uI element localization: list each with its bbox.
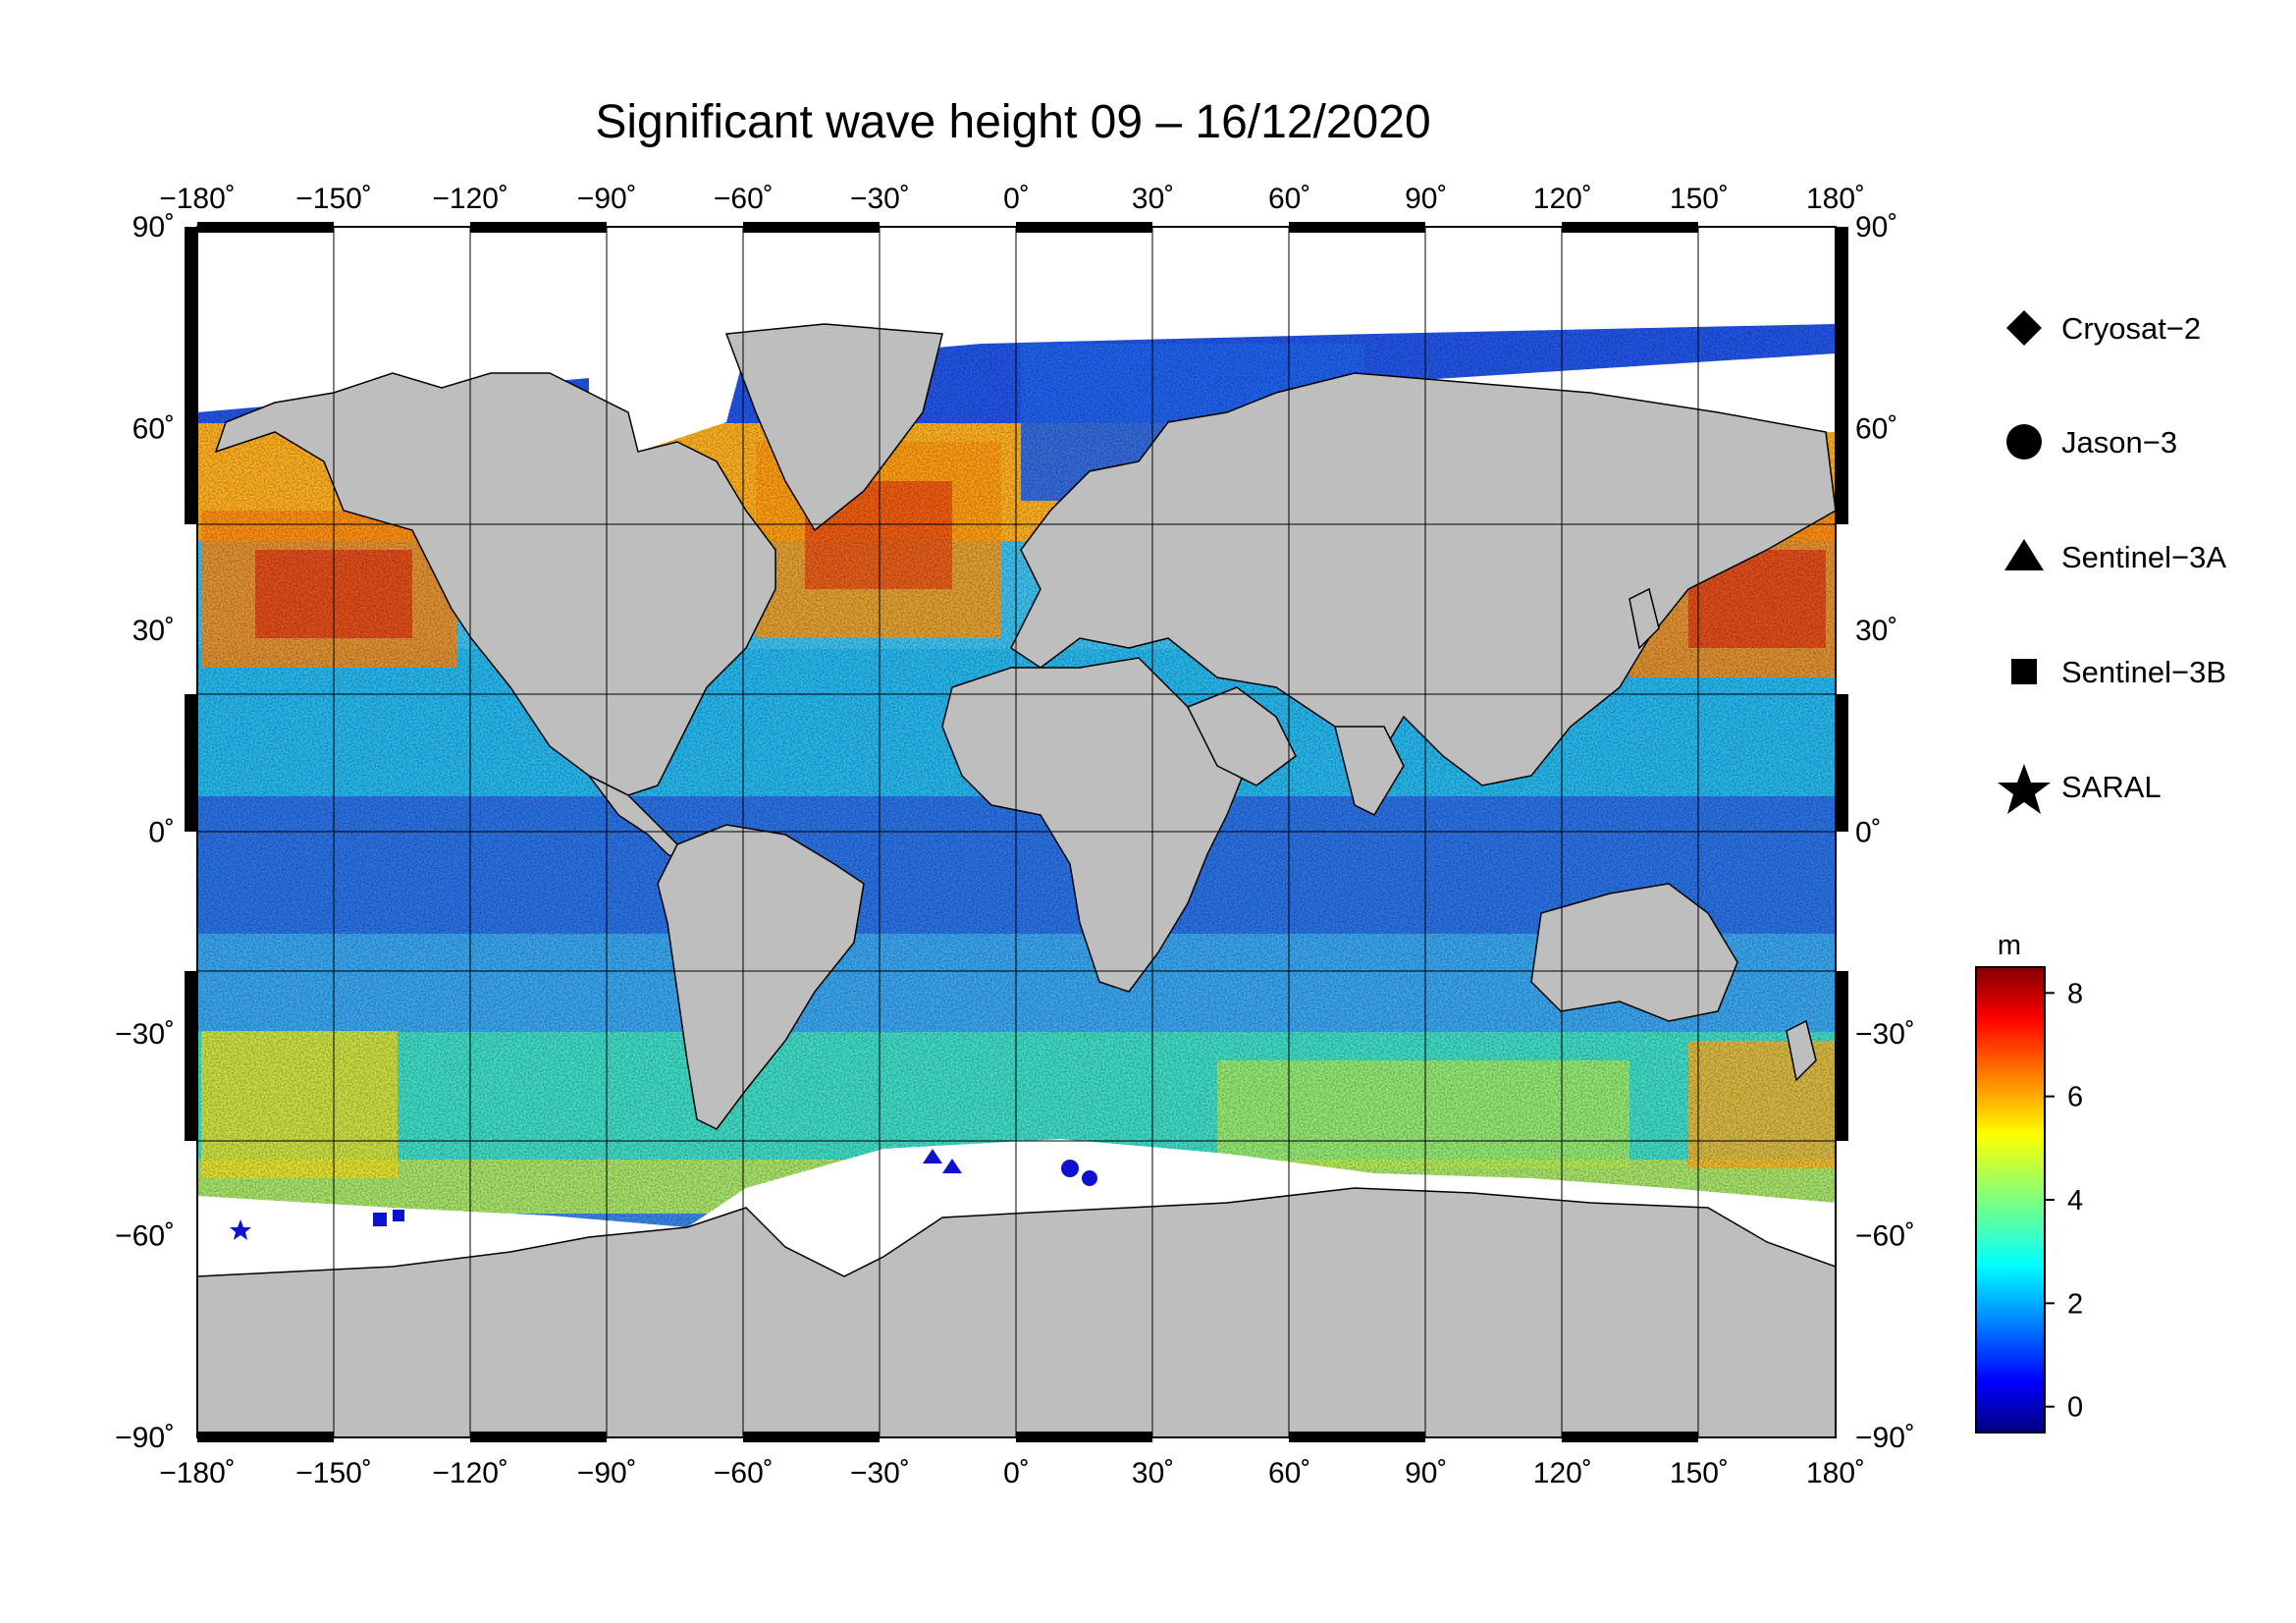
bottom-lon-tick-label: 0˚ xyxy=(1003,1457,1030,1489)
marker-jason-3 xyxy=(1082,1170,1097,1186)
bottom-lon-tick-label: −120˚ xyxy=(432,1457,508,1489)
square-marker-icon xyxy=(2011,659,2037,684)
legend-label-jason-3: Jason−3 xyxy=(2061,425,2177,460)
left-lat-tick-label: −90˚ xyxy=(115,1422,175,1454)
top-lon-tick-label: 180˚ xyxy=(1806,183,1865,215)
land-north-america xyxy=(214,372,776,796)
right-lat-tick-label: −30˚ xyxy=(1855,1018,1915,1051)
marker-saral xyxy=(230,1219,251,1240)
diamond-marker-icon xyxy=(2006,310,2042,346)
top-lon-tick-label: 60˚ xyxy=(1268,183,1310,215)
frame-bars xyxy=(185,222,1848,1442)
bottom-lon-tick-label: −180˚ xyxy=(159,1457,236,1489)
marker-sentinel-3b xyxy=(373,1213,387,1226)
top-lon-tick-label: −60˚ xyxy=(714,183,774,215)
legend-label-saral: SARAL xyxy=(2061,770,2162,804)
bottom-lon-tick-label: 90˚ xyxy=(1405,1457,1447,1489)
colorbar-tick-label: 4 xyxy=(2067,1185,2083,1217)
satellite-markers xyxy=(230,1149,1097,1240)
left-lat-tick-label: 30˚ xyxy=(133,615,175,647)
land-eurasia xyxy=(1010,372,1836,786)
graticule xyxy=(197,227,1836,1437)
bottom-lon-tick-label: −30˚ xyxy=(850,1457,910,1489)
right-lat-tick-label: 90˚ xyxy=(1855,211,1897,243)
left-lat-tick-label: −60˚ xyxy=(115,1220,175,1253)
satellite-legend: Cryosat−2 Jason−3 Sentinel−3A Sentinel−3… xyxy=(1998,310,2226,814)
land-new-zealand xyxy=(1786,1019,1817,1082)
right-lat-tick-label: −60˚ xyxy=(1855,1220,1915,1253)
left-lat-tick-label: 0˚ xyxy=(148,817,175,849)
top-lon-tick-label: −150˚ xyxy=(295,183,372,215)
bottom-lon-tick-label: 60˚ xyxy=(1268,1457,1310,1489)
marker-sentinel-3a xyxy=(923,1149,942,1163)
top-lon-tick-label: 150˚ xyxy=(1670,183,1729,215)
colorbar-tick-label: 6 xyxy=(2067,1082,2083,1113)
legend-label-sentinel-3b: Sentinel−3B xyxy=(2061,655,2226,689)
top-lon-tick-label: 90˚ xyxy=(1405,183,1447,215)
land-south-america xyxy=(657,824,865,1130)
right-lat-tick-label: 60˚ xyxy=(1855,413,1897,446)
bottom-lon-tick-label: −150˚ xyxy=(295,1457,372,1489)
colorbar-tick-label: 2 xyxy=(2067,1288,2083,1320)
colorbar-gradient xyxy=(1975,966,2046,1434)
colorbar-unit-label: m xyxy=(1998,930,2021,961)
colorbar: m 8 6 4 2 0 xyxy=(1975,930,2083,1434)
star-marker-icon xyxy=(1998,764,2051,814)
chart-title: Significant wave height 09 – 16/12/2020 xyxy=(595,96,1430,148)
right-lat-tick-label: 30˚ xyxy=(1855,615,1897,647)
colorbar-tick-label: 0 xyxy=(2067,1392,2083,1424)
bottom-lon-tick-label: 30˚ xyxy=(1132,1457,1174,1489)
land-arabia xyxy=(1186,686,1297,786)
bottom-lon-tick-label: 180˚ xyxy=(1806,1457,1865,1489)
legend-label-sentinel-3a: Sentinel−3A xyxy=(2061,540,2226,574)
bottom-lon-tick-label: −90˚ xyxy=(577,1457,637,1489)
right-lat-tick-label: −90˚ xyxy=(1855,1422,1915,1454)
top-lon-tick-label: −30˚ xyxy=(850,183,910,215)
top-lon-tick-label: 0˚ xyxy=(1003,183,1030,215)
land-greenland xyxy=(724,323,943,532)
circle-marker-icon xyxy=(2006,424,2042,460)
top-lon-tick-label: −90˚ xyxy=(577,183,637,215)
bottom-lon-tick-label: 120˚ xyxy=(1533,1457,1592,1489)
land-australia xyxy=(1530,883,1738,1022)
left-lat-tick-label: 60˚ xyxy=(133,413,175,446)
top-longitude-ticks: −180˚ −150˚ −120˚ −90˚ −60˚ −30˚ 0˚ 30˚ 60˚ 90˚ 12… xyxy=(159,183,1865,215)
bottom-lon-tick-label: −60˚ xyxy=(714,1457,774,1489)
top-lon-tick-label: −180˚ xyxy=(159,183,236,215)
left-latitude-ticks: 90˚ 60˚ 30˚ 0˚ −30˚ −60˚ −90˚ xyxy=(115,211,175,1454)
land-africa xyxy=(941,657,1248,993)
bottom-lon-tick-label: 150˚ xyxy=(1670,1457,1729,1489)
top-lon-tick-label: −120˚ xyxy=(432,183,508,215)
legend-label-cryosat-2: Cryosat−2 xyxy=(2061,311,2201,346)
land-india xyxy=(1334,726,1405,816)
marker-sentinel-3b xyxy=(393,1210,404,1221)
marker-sentinel-3a xyxy=(942,1159,962,1173)
right-latitude-ticks: 90˚ 60˚ 30˚ 0˚ −30˚ −60˚ −90˚ xyxy=(1855,211,1915,1454)
left-lat-tick-label: 90˚ xyxy=(133,211,175,243)
top-lon-tick-label: 120˚ xyxy=(1533,183,1592,215)
bottom-longitude-ticks: −180˚ −150˚ −120˚ −90˚ −60˚ −30˚ 0˚ 30˚ 60˚ 90˚ 12… xyxy=(159,1457,1865,1489)
colorbar-tick-label: 8 xyxy=(2067,978,2083,1009)
right-lat-tick-label: 0˚ xyxy=(1855,817,1882,849)
left-lat-tick-label: −30˚ xyxy=(115,1018,175,1051)
top-lon-tick-label: 30˚ xyxy=(1132,183,1174,215)
marker-jason-3 xyxy=(1061,1160,1079,1177)
land-japan xyxy=(1629,587,1660,650)
colorbar-ticks: 8 6 4 2 0 xyxy=(2045,978,2083,1424)
map-panel xyxy=(197,227,1836,1437)
triangle-marker-icon xyxy=(2004,539,2044,570)
